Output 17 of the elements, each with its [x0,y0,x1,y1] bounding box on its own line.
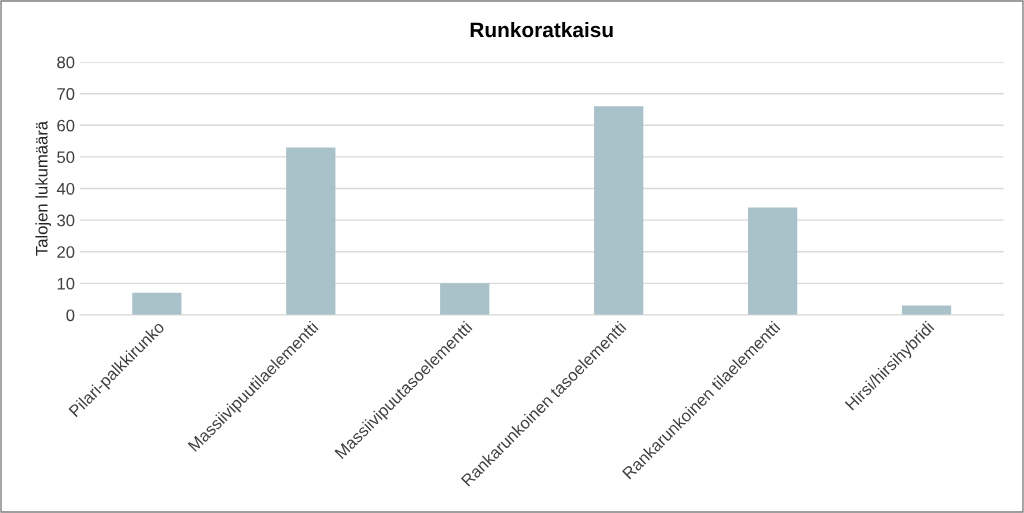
chart-title: Runkoratkaisu [470,21,613,38]
y-tick-label: 50 [57,151,75,164]
bar [286,147,336,315]
y-tick-label: 10 [57,277,75,290]
bar [901,305,952,315]
bar [747,207,798,315]
bar [440,283,490,315]
y-tick-label: 60 [57,119,75,132]
y-tick-label: 0 [66,309,75,322]
y-tick-label: 30 [57,214,75,227]
y-tick-label: 20 [57,246,75,258]
bar [132,292,182,315]
bar [594,106,644,315]
y-tick-label: 40 [56,182,75,195]
y-tick-label: 70 [57,88,75,100]
y-tick-label: 80 [57,56,75,69]
y-axis-title: Talojen lukumäärä [35,120,51,256]
